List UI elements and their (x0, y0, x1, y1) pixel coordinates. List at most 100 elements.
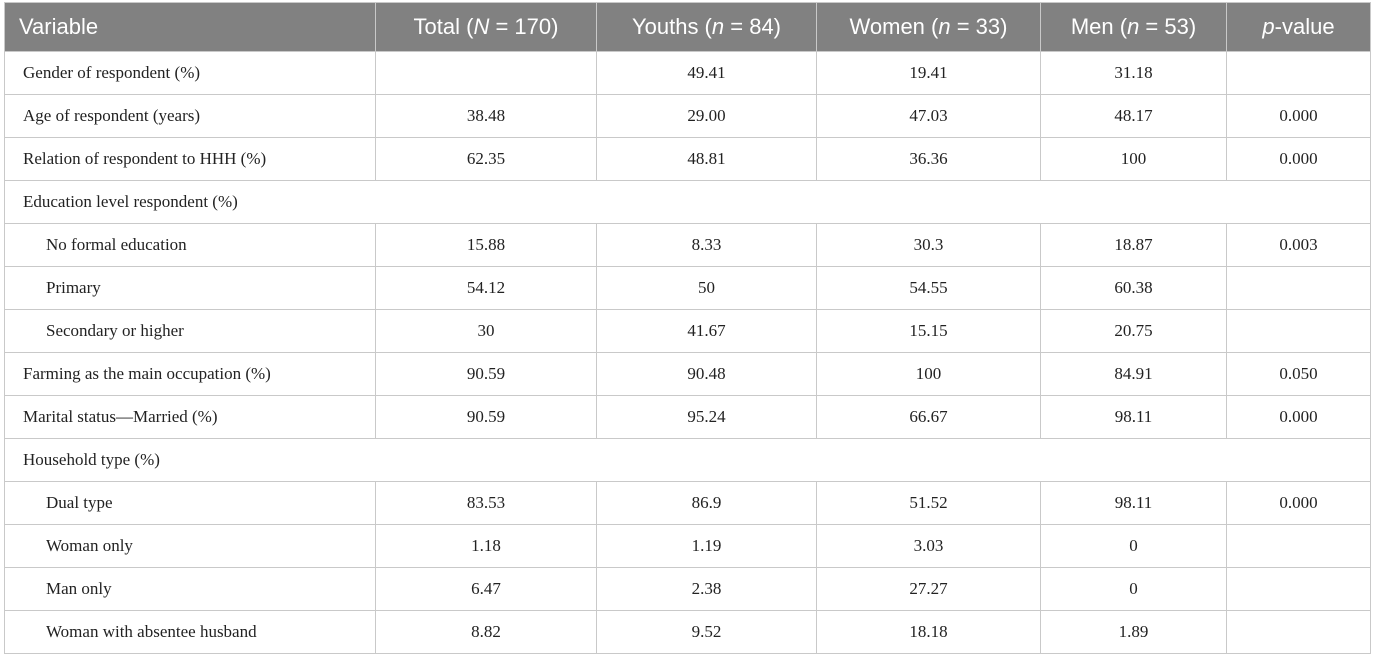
header-text: n (711, 14, 725, 39)
cell: 20.75 (1040, 309, 1227, 353)
header-text: p (1262, 14, 1275, 39)
row-label: No formal education (4, 223, 376, 267)
cell: 31.18 (1040, 51, 1227, 95)
cell: 0 (1040, 524, 1227, 568)
row-label: Woman with absentee husband (4, 610, 376, 654)
table-row: Marital status—Married (%) 90.59 95.24 66.6… (4, 395, 1371, 439)
cell: 3.03 (816, 524, 1041, 568)
row-label: Marital status—Married (%) (4, 395, 376, 439)
cell: 100 (816, 352, 1041, 396)
table-row: Woman with absentee husband 8.82 9.52 18.18… (4, 610, 1371, 654)
cell (1226, 51, 1371, 95)
cell (375, 51, 597, 95)
table-row: Gender of respondent (%) 49.41 19.41 31.18 (4, 51, 1371, 95)
table-row: Relation of respondent to HHH (%) 62.35 48… (4, 137, 1371, 181)
cell: 8.33 (596, 223, 817, 267)
cell: 36.36 (816, 137, 1041, 181)
header-text: -value (1274, 14, 1335, 39)
cell: 47.03 (816, 94, 1041, 138)
cell: 86.9 (596, 481, 817, 525)
cell: 0.050 (1226, 352, 1371, 396)
header-text: Women ( (849, 14, 939, 39)
column-header: Men (n = 53) (1040, 2, 1227, 52)
cell: 18.87 (1040, 223, 1227, 267)
cell: 0.000 (1226, 481, 1371, 525)
cell: 6.47 (375, 567, 597, 611)
row-label: Relation of respondent to HHH (%) (4, 137, 376, 181)
table-row: Farming as the main occupation (%) 90.59 9… (4, 352, 1371, 396)
group-label: Education level respondent (%) (4, 180, 1371, 224)
header-text: = 33) (950, 14, 1008, 39)
cell (1226, 524, 1371, 568)
header-text: Variable (19, 14, 99, 39)
header-row: Variable Total (N = 170) Youths (n = 84) Wo… (4, 2, 1371, 52)
cell: 41.67 (596, 309, 817, 353)
cell (1226, 610, 1371, 654)
header-text: N (473, 14, 490, 39)
cell: 0 (1040, 567, 1227, 611)
row-label: Dual type (4, 481, 376, 525)
table-row: Secondary or higher 30 41.67 15.15 20.75 (4, 309, 1371, 353)
table-row: Dual type 83.53 86.9 51.52 98.11 0.000 (4, 481, 1371, 525)
table-body: Gender of respondent (%) 49.41 19.41 31.18 A… (4, 51, 1371, 654)
cell: 0.000 (1226, 94, 1371, 138)
cell: 29.00 (596, 94, 817, 138)
cell: 49.41 (596, 51, 817, 95)
row-label: Woman only (4, 524, 376, 568)
cell: 1.89 (1040, 610, 1227, 654)
cell: 38.48 (375, 94, 597, 138)
header-text: Youths ( (631, 14, 712, 39)
cell: 0.000 (1226, 395, 1371, 439)
header-text: n (1127, 14, 1140, 39)
table-row: No formal education 15.88 8.33 30.3 18.87 0.0… (4, 223, 1371, 267)
cell: 50 (596, 266, 817, 310)
cell: 83.53 (375, 481, 597, 525)
row-label: Secondary or higher (4, 309, 376, 353)
table-row: Woman only 1.18 1.19 3.03 0 (4, 524, 1371, 568)
cell: 8.82 (375, 610, 597, 654)
cell: 90.48 (596, 352, 817, 396)
header-text: = 170) (489, 14, 559, 39)
header-text: n (938, 14, 951, 39)
header-text: = 53) (1139, 14, 1197, 39)
cell: 9.52 (596, 610, 817, 654)
row-label: Gender of respondent (%) (4, 51, 376, 95)
cell: 60.38 (1040, 266, 1227, 310)
cell (1226, 266, 1371, 310)
table-row: Primary 54.12 50 54.55 60.38 (4, 266, 1371, 310)
table-row: Age of respondent (years) 38.48 29.00 47.03… (4, 94, 1371, 138)
cell: 48.81 (596, 137, 817, 181)
cell: 2.38 (596, 567, 817, 611)
cell (1226, 309, 1371, 353)
cell: 48.17 (1040, 94, 1227, 138)
cell: 18.18 (816, 610, 1041, 654)
cell: 0.000 (1226, 137, 1371, 181)
cell: 84.91 (1040, 352, 1227, 396)
cell: 15.88 (375, 223, 597, 267)
cell: 15.15 (816, 309, 1041, 353)
cell: 19.41 (816, 51, 1041, 95)
group-label: Household type (%) (4, 438, 1371, 482)
group-row: Education level respondent (%) (4, 180, 1371, 224)
header-text: Men ( (1070, 14, 1128, 39)
row-label: Age of respondent (years) (4, 94, 376, 138)
row-label: Farming as the main occupation (%) (4, 352, 376, 396)
table-row: Man only 6.47 2.38 27.27 0 (4, 567, 1371, 611)
column-header: Total (N = 170) (375, 2, 597, 52)
cell: 30 (375, 309, 597, 353)
cell: 30.3 (816, 223, 1041, 267)
column-header: Youths (n = 84) (596, 2, 817, 52)
row-label: Primary (4, 266, 376, 310)
cell: 1.18 (375, 524, 597, 568)
cell: 90.59 (375, 395, 597, 439)
cell: 54.12 (375, 266, 597, 310)
cell: 62.35 (375, 137, 597, 181)
header-text: = 84) (724, 14, 782, 39)
table-header: Variable Total (N = 170) Youths (n = 84) Wo… (4, 2, 1371, 52)
header-text: Total ( (413, 14, 474, 39)
column-header: p-value (1226, 2, 1371, 52)
cell: 0.003 (1226, 223, 1371, 267)
cell: 100 (1040, 137, 1227, 181)
cell: 51.52 (816, 481, 1041, 525)
